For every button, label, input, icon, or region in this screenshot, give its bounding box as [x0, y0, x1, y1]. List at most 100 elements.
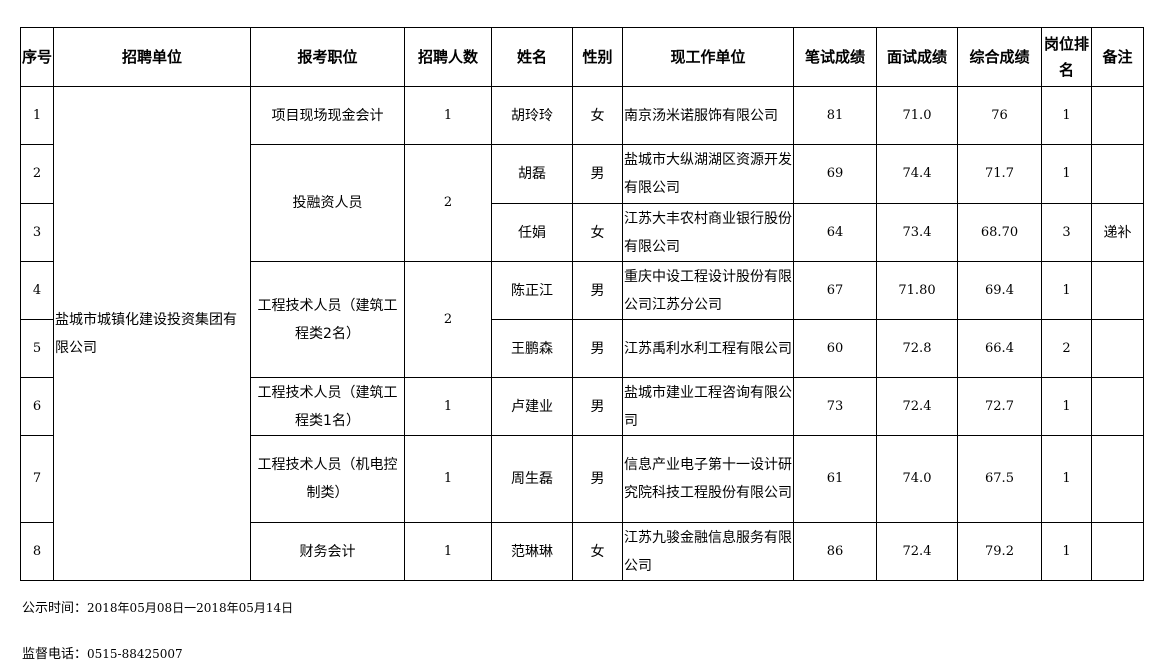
table-row: 3 任娟女江苏大丰农村商业银行股份有限公司 64 73.4 68.70 3 递补 [20, 203, 1144, 262]
table-row: 4 工程技术人员（建筑工程类2名） 2 陈正江男重庆中设工程设计股份有限公司江苏分公司… [20, 261, 1144, 378]
note-cell [1091, 522, 1144, 581]
position-cell: 项目现场现金会计 [250, 86, 405, 145]
total-score-cell: 67.5 [957, 435, 1042, 523]
interview-score-cell: 71.0 [876, 86, 958, 145]
column-header: 备注 [1091, 27, 1144, 87]
interview-score-cell: 73.4 [876, 203, 958, 262]
gender-cell: 女 [572, 86, 623, 145]
count-cell: 2 [404, 144, 492, 262]
workplace-cell: 盐城市建业工程咨询有限公司 [622, 377, 794, 436]
written-score-cell: 73 [793, 377, 877, 436]
total-score-cell: 71.7 [957, 144, 1042, 204]
gender-cell: 男 [572, 319, 623, 378]
rank-cell: 1 [1041, 261, 1092, 320]
column-header: 岗位排名 [1041, 27, 1092, 87]
interview-score-cell: 72.8 [876, 319, 958, 378]
note-cell: 递补 [1091, 203, 1144, 262]
table-row: 1 盐城市城镇化建设投资集团有限公司 项目现场现金会计 1 胡玲玲女南京汤米诺服饰有限公… [20, 86, 1144, 581]
workplace-cell: 江苏大丰农村商业银行股份有限公司 [622, 203, 794, 262]
table-row: 8 财务会计 1 范琳琳女江苏九骏金融信息服务有限公司 86 72.4 79.2 1 [20, 522, 1144, 581]
note-cell [1091, 435, 1144, 523]
rank-cell: 1 [1041, 86, 1092, 145]
workplace-cell: 南京汤米诺服饰有限公司 [622, 86, 794, 145]
name-cell: 王鹏森 [491, 319, 573, 378]
seq-cell: 7 [20, 435, 54, 523]
workplace-cell: 江苏禹利水利工程有限公司 [622, 319, 794, 378]
count-cell: 1 [404, 377, 492, 436]
rank-cell: 1 [1041, 377, 1092, 436]
seq-cell: 6 [20, 377, 54, 436]
name-cell: 陈正江 [491, 261, 573, 320]
total-score-cell: 72.7 [957, 377, 1042, 436]
written-score-cell: 61 [793, 435, 877, 523]
total-score-cell: 69.4 [957, 261, 1042, 320]
seq-cell: 2 [20, 144, 54, 204]
table-row: 5 王鹏森男江苏禹利水利工程有限公司 60 72.8 66.4 2 [20, 319, 1144, 378]
column-header: 招聘单位 [53, 27, 251, 87]
position-cell: 财务会计 [250, 522, 405, 581]
supervision-phone: 监督电话：0515-88425007 [22, 647, 183, 662]
note-cell [1091, 377, 1144, 436]
note-cell [1091, 261, 1144, 320]
gender-cell: 女 [572, 203, 623, 262]
note-cell [1091, 144, 1144, 204]
name-cell: 卢建业 [491, 377, 573, 436]
rank-cell: 3 [1041, 203, 1092, 262]
workplace-cell: 江苏九骏金融信息服务有限公司 [622, 522, 794, 581]
position-cell: 工程技术人员（建筑工程类2名） [250, 261, 405, 378]
written-score-cell: 69 [793, 144, 877, 204]
name-cell: 胡磊 [491, 144, 573, 204]
count-cell: 1 [404, 435, 492, 523]
seq-cell: 5 [20, 319, 54, 378]
rank-cell: 2 [1041, 319, 1092, 378]
seq-cell: 8 [20, 522, 54, 581]
column-header: 笔试成绩 [793, 27, 877, 87]
unit-cell: 盐城市城镇化建设投资集团有限公司 [53, 86, 251, 581]
rank-cell: 1 [1041, 144, 1092, 204]
rank-cell: 1 [1041, 435, 1092, 523]
name-cell: 周生磊 [491, 435, 573, 523]
column-header: 性别 [572, 27, 623, 87]
total-score-cell: 76 [957, 86, 1042, 145]
interview-score-cell: 72.4 [876, 377, 958, 436]
column-header: 综合成绩 [957, 27, 1042, 87]
workplace-cell: 信息产业电子第十一设计研究院科技工程股份有限公司 [622, 435, 794, 523]
name-cell: 范琳琳 [491, 522, 573, 581]
note-cell [1091, 86, 1144, 145]
total-score-cell: 66.4 [957, 319, 1042, 378]
gender-cell: 男 [572, 377, 623, 436]
name-cell: 胡玲玲 [491, 86, 573, 145]
written-score-cell: 64 [793, 203, 877, 262]
seq-cell: 1 [20, 86, 54, 145]
table-row: 6 工程技术人员（建筑工程类1名） 1 卢建业男盐城市建业工程咨询有限公司 73 72.4… [20, 377, 1144, 436]
note-cell [1091, 319, 1144, 378]
gender-cell: 男 [572, 435, 623, 523]
workplace-cell: 重庆中设工程设计股份有限公司江苏分公司 [622, 261, 794, 320]
seq-cell: 4 [20, 261, 54, 320]
rank-cell: 1 [1041, 522, 1092, 581]
results-table: 序号 招聘单位 报考职位 招聘人数 姓名 性别 现工作单位 笔试成绩 面试成绩 综合成绩 岗位排名备… [20, 27, 1144, 581]
written-score-cell: 86 [793, 522, 877, 581]
interview-score-cell: 74.0 [876, 435, 958, 523]
workplace-cell: 盐城市大纵湖湖区资源开发有限公司 [622, 144, 794, 204]
gender-cell: 女 [572, 522, 623, 581]
count-cell: 1 [404, 522, 492, 581]
seq-cell: 3 [20, 203, 54, 262]
column-header: 现工作单位 [622, 27, 794, 87]
column-header: 报考职位 [250, 27, 405, 87]
column-header: 姓名 [491, 27, 573, 87]
name-cell: 任娟 [491, 203, 573, 262]
written-score-cell: 67 [793, 261, 877, 320]
table-row: 7 工程技术人员（机电控制类） 1 周生磊男信息产业电子第十一设计研究院科技工程股份有… [20, 435, 1144, 523]
position-cell: 工程技术人员（建筑工程类1名） [250, 377, 405, 436]
count-cell: 2 [404, 261, 492, 378]
total-score-cell: 79.2 [957, 522, 1042, 581]
column-header: 招聘人数 [404, 27, 492, 87]
interview-score-cell: 74.4 [876, 144, 958, 204]
publicity-period: 公示时间：2018年05月08日一2018年05月14日 [22, 601, 294, 616]
written-score-cell: 81 [793, 86, 877, 145]
count-cell: 1 [404, 86, 492, 145]
interview-score-cell: 71.80 [876, 261, 958, 320]
gender-cell: 男 [572, 261, 623, 320]
column-header: 面试成绩 [876, 27, 958, 87]
